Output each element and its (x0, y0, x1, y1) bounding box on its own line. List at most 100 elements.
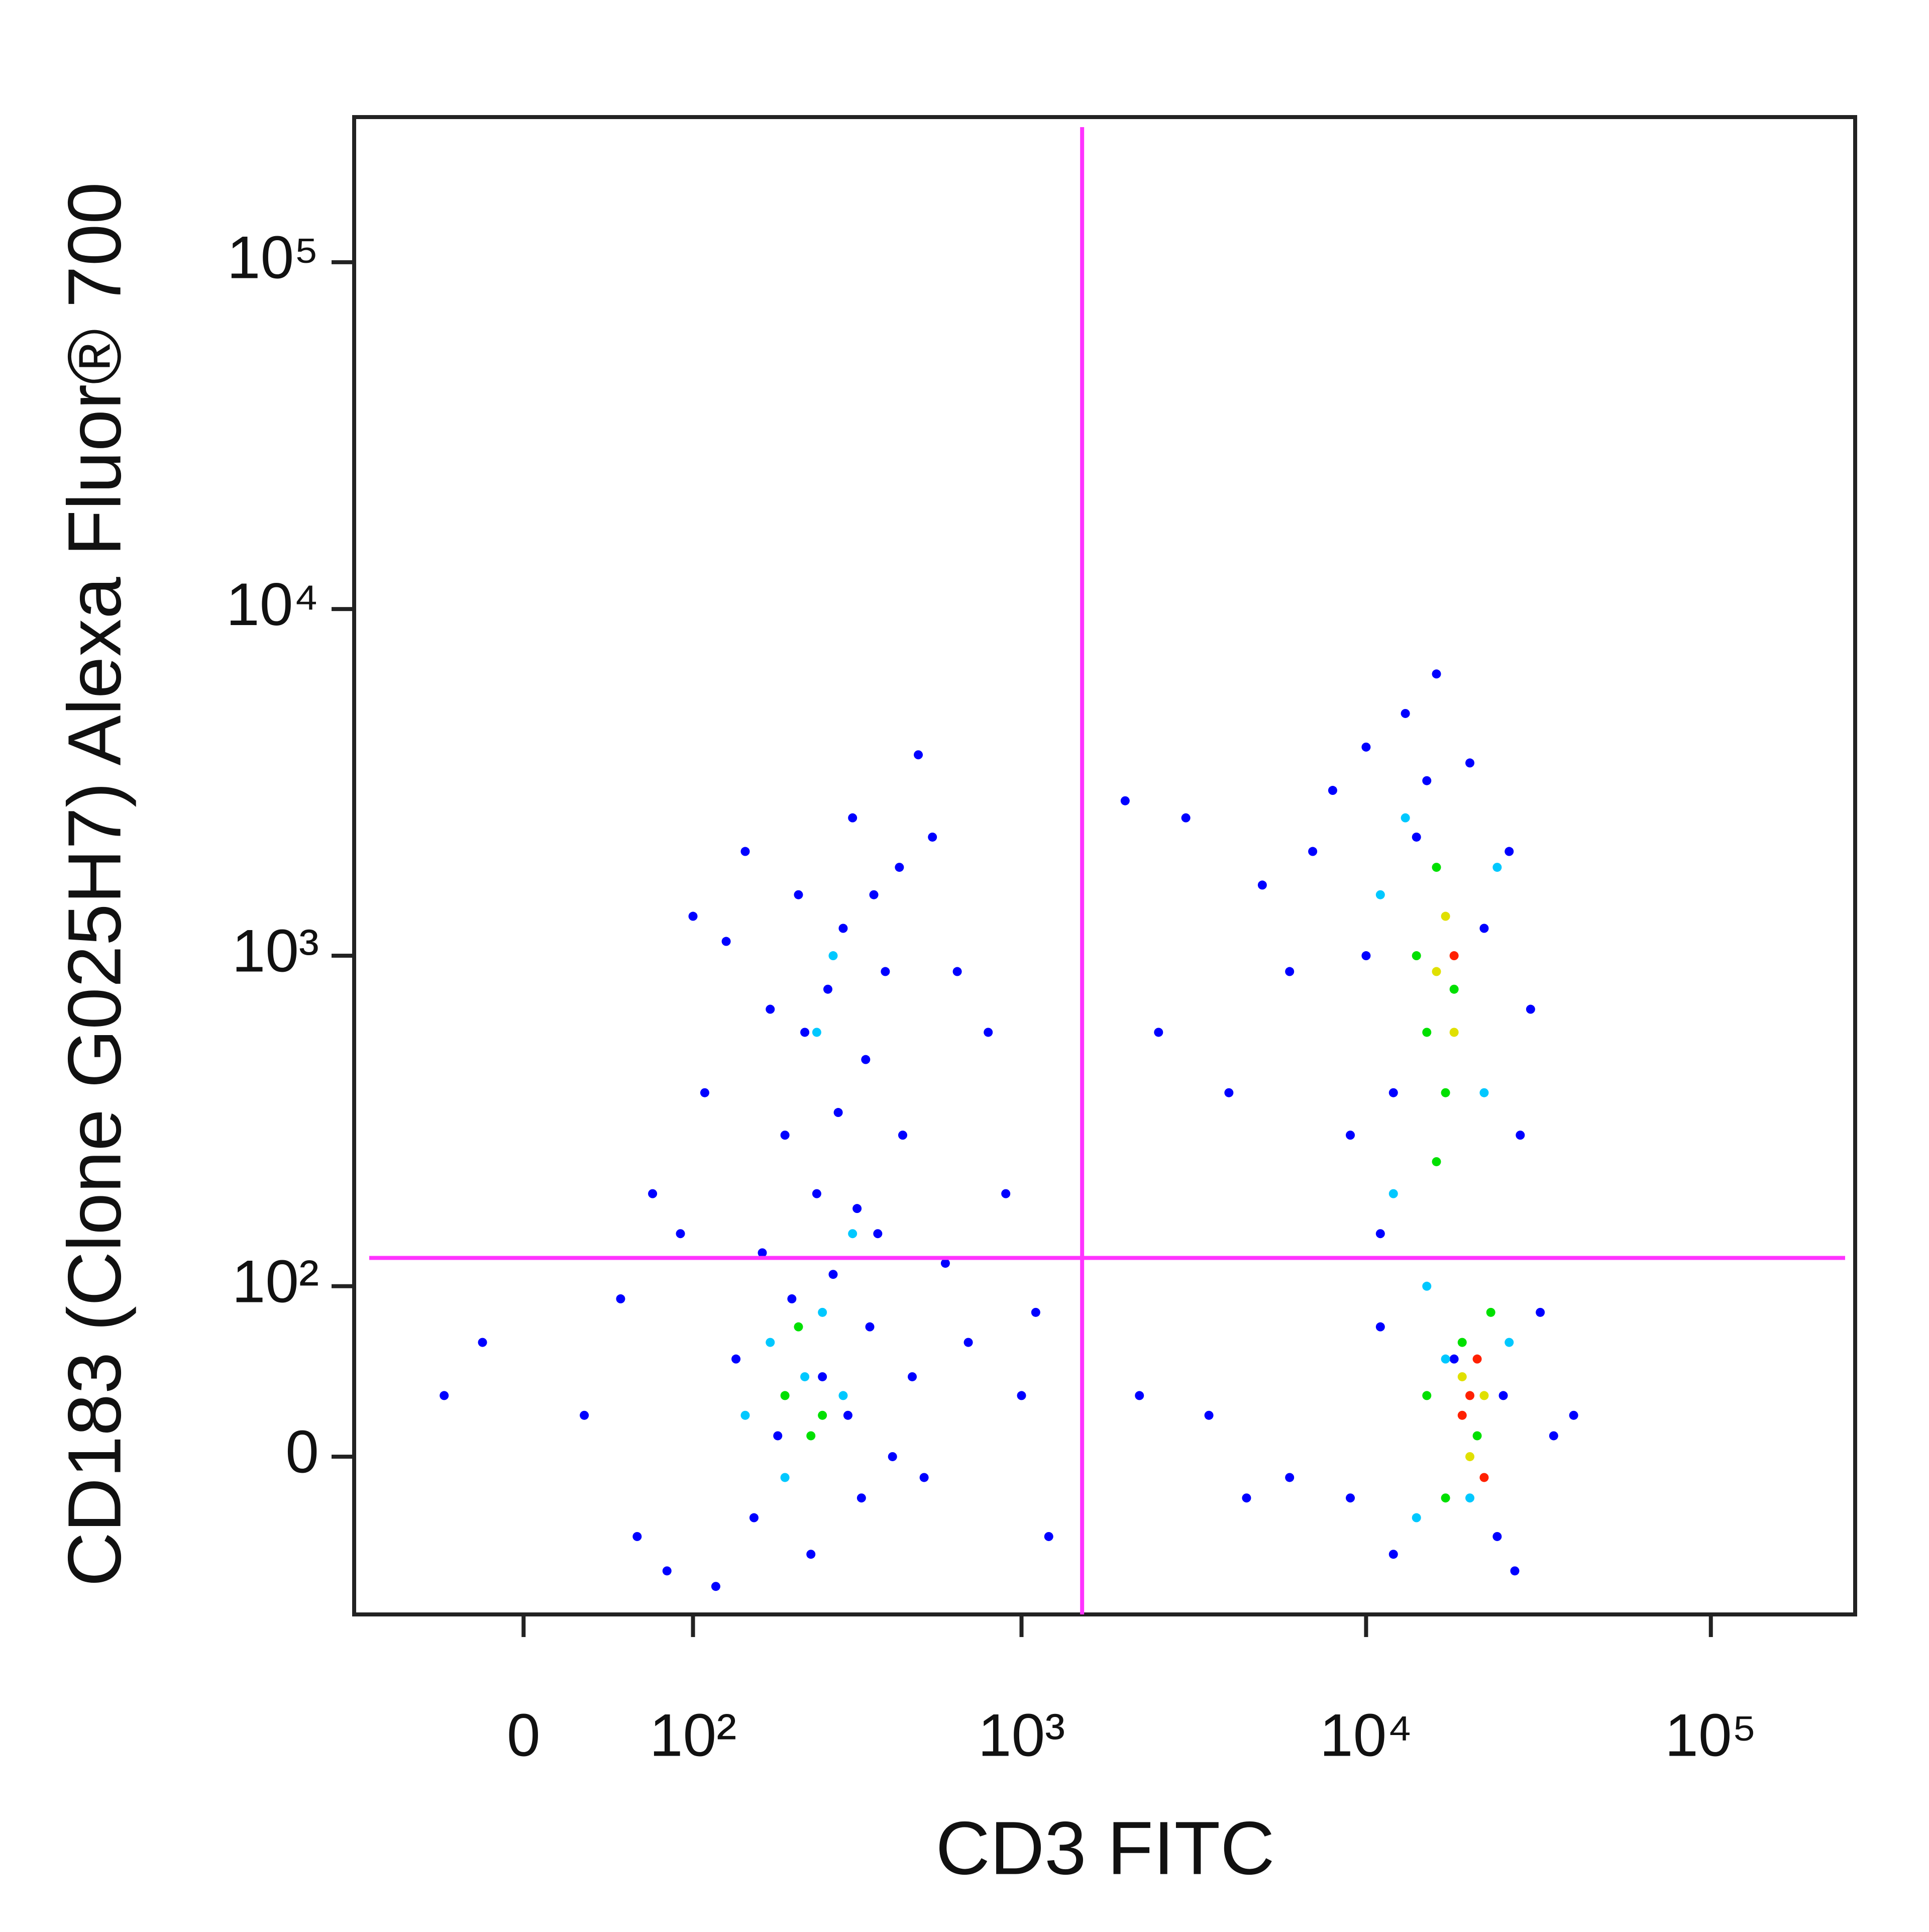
event-dot (914, 750, 923, 760)
event-dot (928, 832, 937, 842)
event-dot (1346, 1131, 1355, 1140)
event-dot (780, 1131, 790, 1140)
event-dot (1465, 1452, 1475, 1461)
event-dot (1361, 951, 1371, 961)
x-tick-label: 10³ (978, 1702, 1065, 1769)
event-dot (1465, 758, 1475, 768)
event-dot (1412, 832, 1421, 842)
event-dot (838, 924, 848, 933)
event-dot (794, 890, 803, 899)
event-dot (1135, 1391, 1144, 1400)
event-dot (1285, 967, 1295, 976)
event-dot (818, 1372, 827, 1381)
event-dot (861, 1055, 871, 1064)
event-dot (1017, 1391, 1026, 1400)
event-dot (1432, 1157, 1441, 1166)
event-dot (823, 984, 832, 994)
event-dot (721, 937, 731, 946)
event-dot (1505, 847, 1514, 856)
event-dot (1422, 776, 1432, 785)
event-dot (1361, 742, 1371, 752)
event-dot (812, 1028, 821, 1037)
event-dot (676, 1229, 685, 1239)
x-tick-label: 10⁴ (1320, 1702, 1413, 1769)
event-dot (1457, 1410, 1467, 1420)
event-dot (1472, 1431, 1482, 1441)
event-dot (1479, 1473, 1489, 1482)
event-dot (907, 1372, 917, 1381)
event-dot (1412, 1513, 1421, 1522)
event-dot (1401, 813, 1410, 823)
event-dot (1432, 863, 1441, 872)
event-dot (1492, 1532, 1502, 1541)
event-dot (1204, 1410, 1214, 1420)
event-dot (766, 1338, 775, 1347)
event-dot (818, 1307, 827, 1317)
event-dot (1388, 1550, 1398, 1559)
event-dot (688, 911, 698, 921)
event-dot (865, 1322, 875, 1332)
event-dot (794, 1322, 803, 1332)
event-dot (1432, 669, 1441, 679)
event-dot (1154, 1028, 1163, 1037)
event-dot (1492, 863, 1502, 872)
y-tick-label: 10³ (232, 918, 319, 985)
event-dot (1472, 1354, 1482, 1364)
event-dot (1181, 813, 1191, 823)
event-dot (1044, 1532, 1053, 1541)
plot-frame (352, 115, 1857, 1616)
event-dot (1441, 911, 1450, 921)
event-dot (848, 1229, 858, 1239)
event-dot (1422, 1391, 1432, 1400)
event-dot (1465, 1391, 1475, 1400)
event-dot (780, 1473, 790, 1482)
event-dot (1441, 1493, 1450, 1503)
event-dot (478, 1338, 487, 1347)
x-axis-title: CD3 FITC (936, 1806, 1275, 1890)
event-dot (1285, 1473, 1295, 1482)
event-dot (1224, 1088, 1234, 1097)
event-dot (700, 1088, 709, 1097)
event-dot (800, 1372, 810, 1381)
event-dot (440, 1391, 449, 1400)
y-tick-label: 0 (285, 1418, 319, 1486)
event-dot (1516, 1131, 1525, 1140)
event-dot (919, 1473, 929, 1482)
event-dot (1449, 951, 1459, 961)
event-dot (1375, 890, 1385, 899)
x-tick-label: 10⁵ (1665, 1702, 1757, 1769)
event-dot (758, 1248, 767, 1258)
event-dot (1422, 1028, 1432, 1037)
event-dot (1449, 1354, 1459, 1364)
event-dot (963, 1338, 973, 1347)
event-dot (1031, 1307, 1040, 1317)
event-dot (1505, 1338, 1514, 1347)
event-dot (1486, 1307, 1495, 1317)
event-dot (1242, 1493, 1251, 1503)
event-dot (1536, 1307, 1545, 1317)
event-dot (662, 1566, 672, 1576)
event-dot (1346, 1493, 1355, 1503)
event-dot (828, 1270, 838, 1279)
event-dot (740, 1410, 750, 1420)
event-dot (881, 967, 890, 976)
x-tick-label: 10² (650, 1702, 736, 1769)
event-dot (1375, 1229, 1385, 1239)
event-dot (1457, 1372, 1467, 1381)
event-dot (856, 1493, 866, 1503)
y-tick-label: 10⁵ (227, 224, 319, 291)
event-dot (1510, 1566, 1520, 1576)
event-dot (940, 1259, 950, 1268)
event-dot (1401, 708, 1410, 718)
event-dot (1449, 984, 1459, 994)
event-dot (616, 1294, 625, 1303)
event-dot (1388, 1189, 1398, 1198)
event-dot (869, 890, 879, 899)
event-dot (812, 1189, 821, 1198)
event-dot (632, 1532, 642, 1541)
y-tick-label: 10² (232, 1248, 319, 1315)
event-dot (580, 1410, 589, 1420)
event-dot (843, 1410, 852, 1420)
event-dot (1308, 847, 1318, 856)
event-dot (1465, 1493, 1475, 1503)
